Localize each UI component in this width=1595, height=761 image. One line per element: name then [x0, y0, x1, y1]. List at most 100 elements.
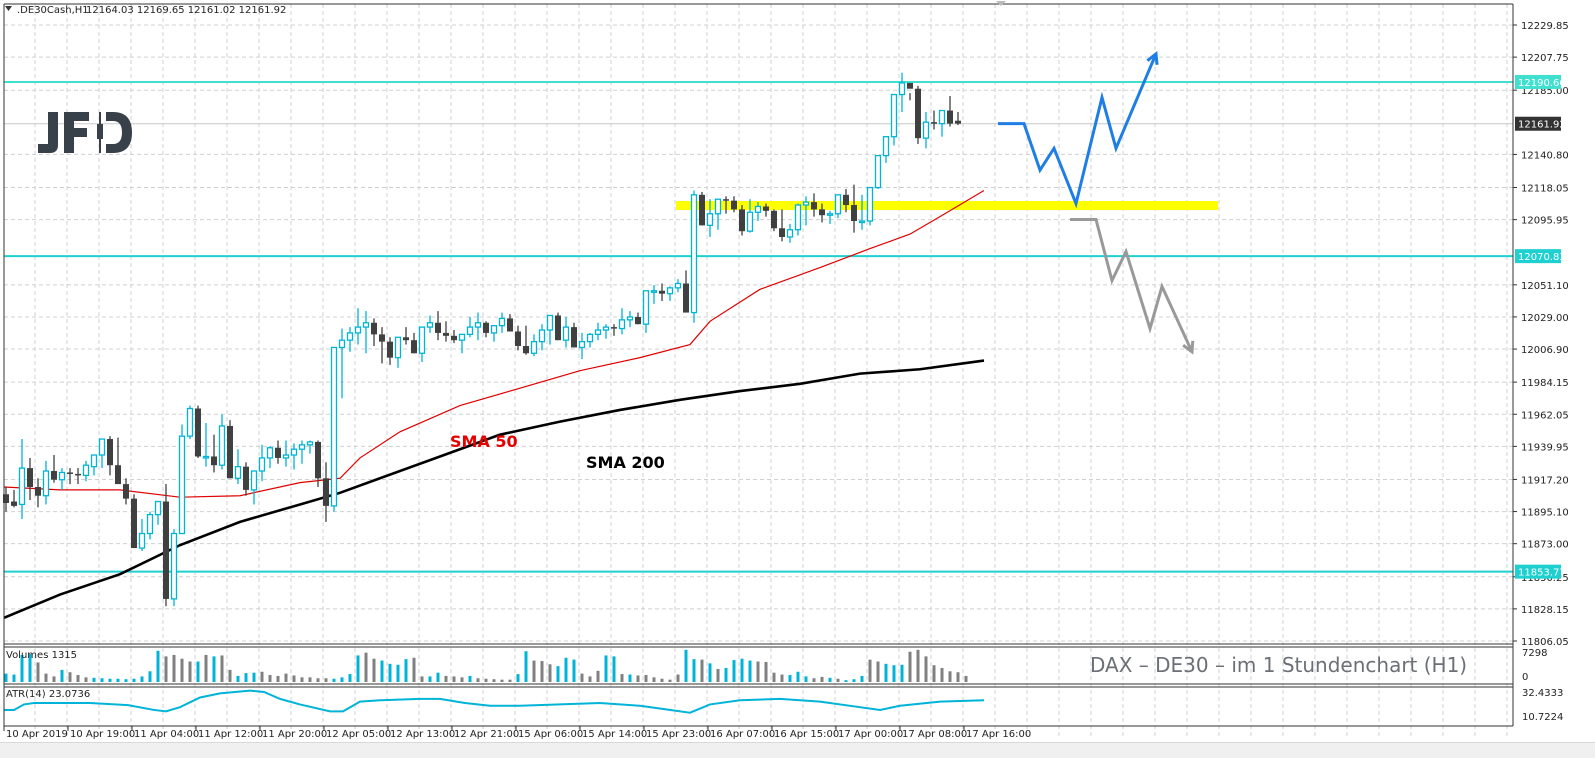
chart-annotation: DAX – DE30 – im 1 Stundenchart (H1)	[1090, 653, 1467, 677]
volume-bar	[924, 656, 928, 682]
candle	[739, 205, 745, 236]
volume-bar	[884, 663, 888, 682]
candle-body	[915, 88, 921, 139]
candle	[18, 439, 26, 519]
volume-bar	[204, 654, 208, 682]
sma50-label: SMA 50	[450, 432, 518, 451]
candle	[451, 330, 457, 344]
candle	[571, 322, 577, 348]
volume-bar	[732, 660, 736, 682]
candle-body	[98, 438, 106, 456]
candle	[266, 446, 274, 469]
candle	[75, 468, 81, 485]
support-zone	[676, 201, 1218, 211]
candle	[290, 443, 298, 470]
time-tick-label: 17 Apr 08:00	[902, 729, 967, 740]
bullish-scenario-line	[998, 53, 1158, 209]
price-axis[interactable]: 12229.85 12207.75 12185.00 12140.80 12118.05…	[1513, 21, 1569, 648]
candle	[458, 333, 466, 354]
volume-bar	[156, 650, 160, 682]
candle	[866, 186, 874, 226]
volume-bar	[756, 661, 760, 682]
volume-bar	[940, 668, 944, 682]
candle-body	[882, 136, 890, 157]
price-tick-label: 11895.10	[1521, 508, 1569, 519]
atr-min: 10.7224	[1522, 712, 1563, 723]
candle	[586, 332, 594, 348]
volume-bar	[628, 674, 632, 682]
candle	[578, 332, 586, 360]
candle-body	[754, 205, 762, 213]
candle-body	[275, 447, 281, 458]
grid-lines	[4, 4, 1513, 739]
candle	[626, 311, 634, 328]
candle-body	[683, 283, 689, 313]
candle-body	[115, 465, 121, 485]
volume-bar	[324, 678, 328, 682]
level-price-label: 12190.66	[1518, 78, 1566, 89]
candle-body	[907, 82, 913, 89]
volume-bar	[660, 678, 664, 682]
triangle-down-icon[interactable]	[5, 6, 12, 11]
volume-bar	[588, 676, 592, 682]
shift-marker-icon[interactable]	[996, 1, 1006, 6]
candle	[602, 324, 610, 339]
candle	[178, 424, 186, 535]
price-tick-label: 11917.20	[1521, 475, 1569, 486]
candle	[802, 196, 810, 226]
sma200-label: SMA 200	[586, 453, 665, 472]
volume-bar	[268, 675, 272, 682]
volume-bar	[436, 672, 440, 682]
horizontal-levels	[4, 80, 1513, 573]
volume-bar	[852, 679, 856, 682]
candle	[387, 337, 393, 365]
candle-body	[666, 287, 674, 295]
candle-body	[714, 198, 722, 215]
time-tick-label: 17 Apr 16:00	[966, 729, 1031, 740]
volume-bar	[404, 659, 408, 682]
volume-bar	[60, 669, 64, 682]
volume-bar	[508, 679, 512, 682]
volume-bar	[948, 671, 952, 682]
volume-bar	[84, 677, 88, 682]
candle-body	[67, 472, 73, 474]
candle-body	[323, 478, 329, 506]
level-price-tag	[1515, 564, 1561, 579]
candle	[146, 511, 154, 540]
volume-bars	[4, 649, 968, 682]
atr-max: 32.4333	[1522, 688, 1563, 699]
volume-bar	[596, 670, 600, 682]
volume-bar	[300, 677, 304, 682]
candle	[170, 529, 178, 607]
candle-body	[266, 447, 274, 459]
volume-bar	[484, 678, 488, 682]
candle	[338, 328, 346, 399]
volume-bar	[572, 659, 576, 682]
candle-body	[866, 186, 874, 222]
candle	[466, 316, 474, 338]
time-tick-label: 17 Apr 00:00	[838, 729, 903, 740]
volume-bar	[556, 666, 560, 682]
candle-body	[474, 322, 482, 328]
candle-body	[234, 466, 242, 479]
volume-bar	[316, 678, 320, 682]
volume-bar	[692, 659, 696, 682]
candle-body	[851, 205, 857, 222]
volume-bar	[540, 661, 544, 682]
candle-body	[811, 202, 817, 210]
candle-body	[771, 210, 777, 229]
current-price-tag	[1515, 116, 1561, 131]
candle	[938, 109, 946, 137]
candle-body	[635, 316, 641, 325]
candle-body	[178, 435, 186, 535]
candle	[811, 193, 817, 217]
candle	[530, 334, 538, 357]
volume-bar	[700, 659, 704, 682]
candle-body	[90, 454, 98, 468]
arrowhead-icon	[1146, 50, 1159, 65]
candle	[323, 462, 329, 522]
candle-body	[371, 322, 377, 335]
